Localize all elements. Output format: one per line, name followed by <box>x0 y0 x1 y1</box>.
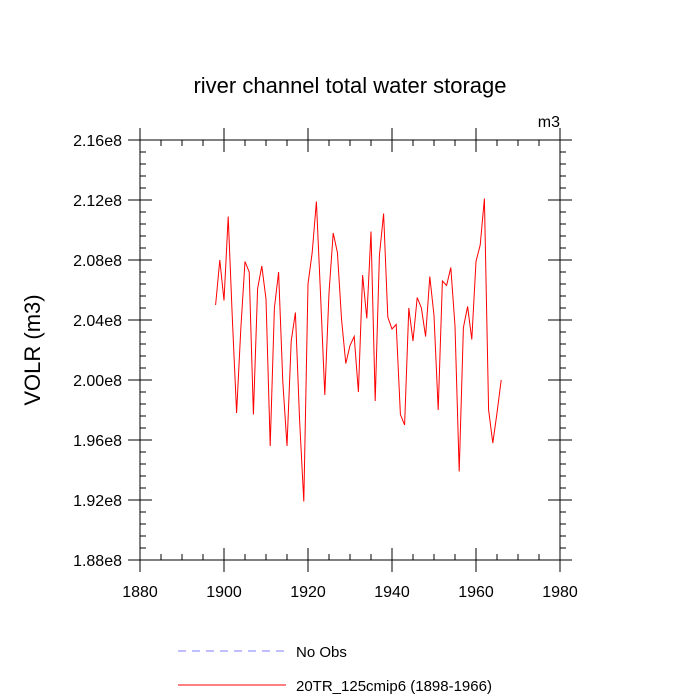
chart-title: river channel total water storage <box>193 73 506 98</box>
y-tick-label: 2.16e8 <box>73 133 122 150</box>
plot-frame <box>139 139 561 561</box>
x-tick-label: 1880 <box>122 584 158 601</box>
units-label: m3 <box>538 114 560 131</box>
y-tick-label: 2.00e8 <box>73 373 122 390</box>
axis-tick-labels: 1880 1900 1920 1940 1960 1980 1.88e8 1.92e8 1.96… <box>73 133 578 601</box>
series-line <box>215 198 502 502</box>
legend-label: 20TR_125cmip6 (1898-1966) <box>296 678 492 695</box>
x-tick-label: 1960 <box>458 584 494 601</box>
x-tick-label: 1940 <box>374 584 410 601</box>
legend-label: No Obs <box>296 644 347 661</box>
y-axis-label: VOLR (m3) <box>20 294 45 405</box>
x-tick-label: 1920 <box>290 584 326 601</box>
y-tick-label: 2.04e8 <box>73 313 122 330</box>
y-tick-label: 1.92e8 <box>73 493 122 510</box>
y-tick-label: 2.12e8 <box>73 193 122 210</box>
axis-ticks <box>128 128 572 572</box>
y-tick-label: 1.96e8 <box>73 433 122 450</box>
legend: No Obs 20TR_125cmip6 (1898-1966) <box>178 644 492 695</box>
x-tick-label: 1980 <box>542 584 578 601</box>
y-tick-label: 1.88e8 <box>73 553 122 570</box>
x-tick-label: 1900 <box>206 584 242 601</box>
series-layer <box>215 198 502 502</box>
y-tick-label: 2.08e8 <box>73 253 122 270</box>
